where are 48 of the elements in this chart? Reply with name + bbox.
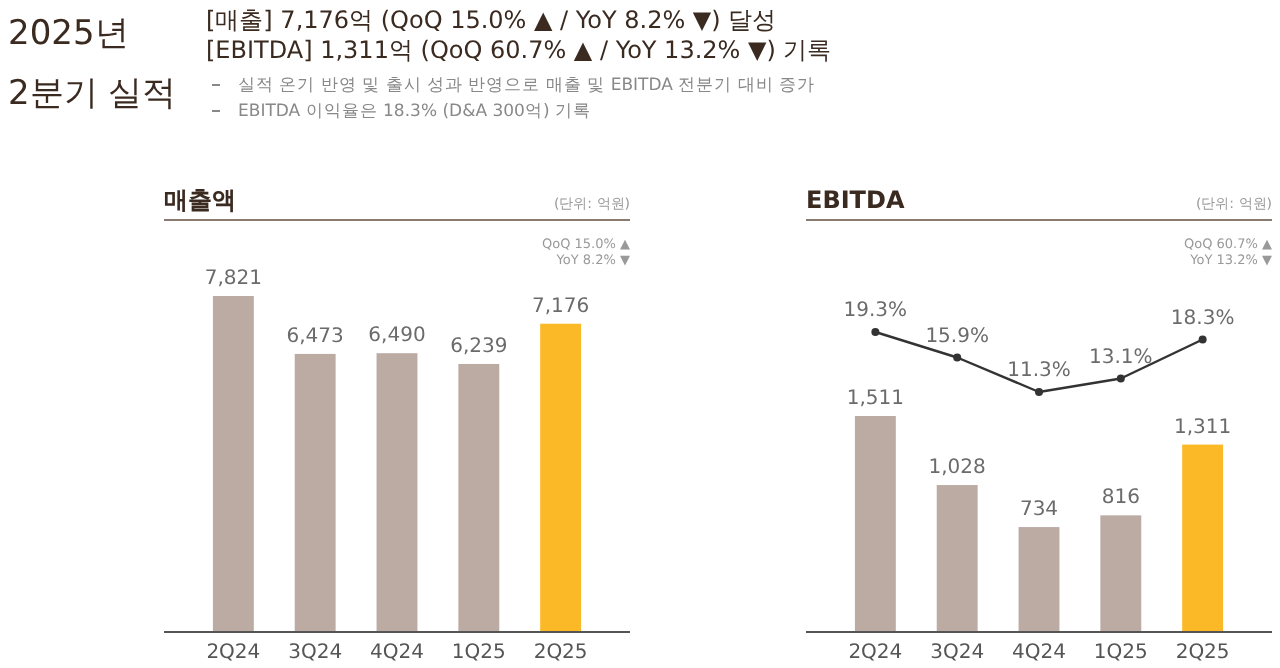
bar (936, 485, 978, 632)
x-tick-label: 1Q25 (1093, 642, 1148, 664)
bar (1100, 515, 1142, 632)
data-label: 6,490 (368, 325, 426, 348)
bar (212, 296, 254, 632)
data-label: 6,473 (286, 325, 344, 348)
x-tick-label: 1Q25 (451, 642, 506, 664)
bar (294, 353, 336, 632)
x-tick-label: 4Q24 (370, 642, 424, 664)
text: 2025년 (8, 14, 129, 54)
chart-title: 매출액 (164, 186, 236, 214)
x-tick-label: 2Q25 (1175, 642, 1230, 664)
data-label: 1,311 (1174, 416, 1232, 439)
data-label: 13.1% (1089, 346, 1153, 369)
data-label: 11.3% (1007, 360, 1071, 382)
data-label: 15.9% (925, 325, 989, 348)
data-label: 734 (1019, 499, 1059, 522)
point (1198, 335, 1207, 344)
bar (1182, 444, 1224, 632)
x-tick-label: 3Q24 (930, 642, 985, 664)
bar (376, 353, 418, 632)
data-label: 1,028 (928, 457, 986, 480)
x-tick-label: 2Q25 (533, 642, 588, 664)
data-label: 6,239 (450, 335, 508, 358)
bar (458, 363, 500, 632)
x-tick-label: 4Q24 (1012, 642, 1066, 664)
data-label: 1,511 (846, 388, 904, 410)
data-label: 18.3% (1170, 307, 1235, 330)
chart-title: EBITDA (806, 186, 906, 214)
x-tick-label: 2Q24 (848, 642, 903, 664)
data-label: 816 (1101, 487, 1140, 510)
point (1116, 374, 1125, 383)
bar (1018, 527, 1060, 632)
text: 2분기 실적 (8, 74, 177, 114)
bar (540, 323, 582, 632)
data-label: 19.3% (843, 300, 908, 322)
point (871, 328, 880, 336)
point (953, 353, 962, 362)
bar (854, 416, 896, 632)
text: 실적 온기 반영 및 출시 성과 반영으로 매출 및 EBITDA 전분기 대비 증가 (238, 76, 816, 96)
text: [매출] 7,176억 (QoQ 15.0% ▲ / YoY 8.2% ▼) 달성 (206, 6, 777, 34)
data-label: 7,176 (532, 295, 590, 318)
point (1035, 388, 1043, 396)
data-label: 7,821 (204, 268, 262, 290)
text: EBITDA 이익율은 18.3% (D&A 300억) 기록 (238, 102, 591, 122)
text: [EBITDA] 1,311억 (QoQ 60.7% ▲ / YoY 13.2% ▼) 기록 (206, 36, 832, 64)
x-tick-label: 2Q24 (206, 642, 261, 664)
x-tick-label: 3Q24 (288, 642, 343, 664)
